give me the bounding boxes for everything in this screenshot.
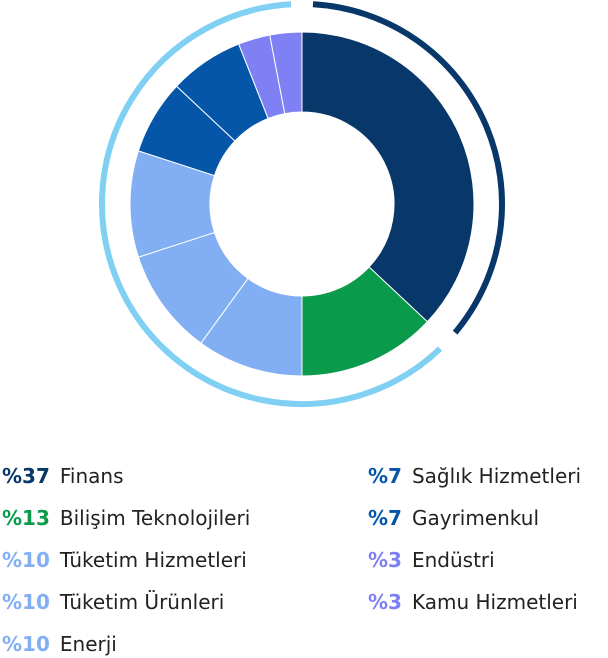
legend-item-finans: %37 Finans bbox=[2, 464, 124, 488]
legend-label: Bilişim Teknolojileri bbox=[59, 506, 251, 530]
legend-pct: %7 bbox=[368, 506, 402, 530]
outer-ring-light bbox=[99, 1, 443, 407]
legend-item-tuketim-urunleri: %10 Tüketim Ürünleri bbox=[2, 590, 224, 614]
legend-label: Tüketim Hizmetleri bbox=[59, 548, 247, 572]
legend-pct: %3 bbox=[368, 548, 402, 572]
legend-label: Endüstri bbox=[411, 548, 495, 572]
legend-label: Gayrimenkul bbox=[411, 506, 539, 530]
legend-pct: %13 bbox=[2, 506, 50, 530]
legend-pct: %10 bbox=[2, 590, 50, 614]
legend-pct: %10 bbox=[2, 632, 50, 656]
legend-label: Tüketim Ürünleri bbox=[59, 590, 225, 614]
legend-item-bilisim: %13 Bilişim Teknolojileri bbox=[2, 506, 250, 530]
legend-item-gayrimenkul: %7 Gayrimenkul bbox=[368, 506, 539, 530]
donut-chart bbox=[99, 1, 505, 407]
legend-pct: %3 bbox=[368, 590, 402, 614]
legend-item-kamu: %3 Kamu Hizmetleri bbox=[368, 590, 578, 614]
legend-label: Enerji bbox=[59, 632, 117, 656]
legend-item-saglik: %7 Sağlık Hizmetleri bbox=[368, 464, 581, 488]
legend-label: Sağlık Hizmetleri bbox=[411, 464, 582, 488]
legend-pct: %37 bbox=[2, 464, 50, 488]
legend-item-tuketim-hizmetleri: %10 Tüketim Hizmetleri bbox=[2, 548, 247, 572]
legend-item-enerji: %10 Enerji bbox=[2, 632, 117, 656]
legend-item-endustri: %3 Endüstri bbox=[368, 548, 495, 572]
legend-label: Finans bbox=[59, 464, 124, 488]
outer-ring-dark bbox=[312, 1, 505, 335]
legend-pct: %10 bbox=[2, 548, 50, 572]
legend-label: Kamu Hizmetleri bbox=[411, 590, 578, 614]
legend-pct: %7 bbox=[368, 464, 402, 488]
donut-slice-0 bbox=[301, 31, 475, 323]
donut-slice-8 bbox=[269, 31, 303, 115]
